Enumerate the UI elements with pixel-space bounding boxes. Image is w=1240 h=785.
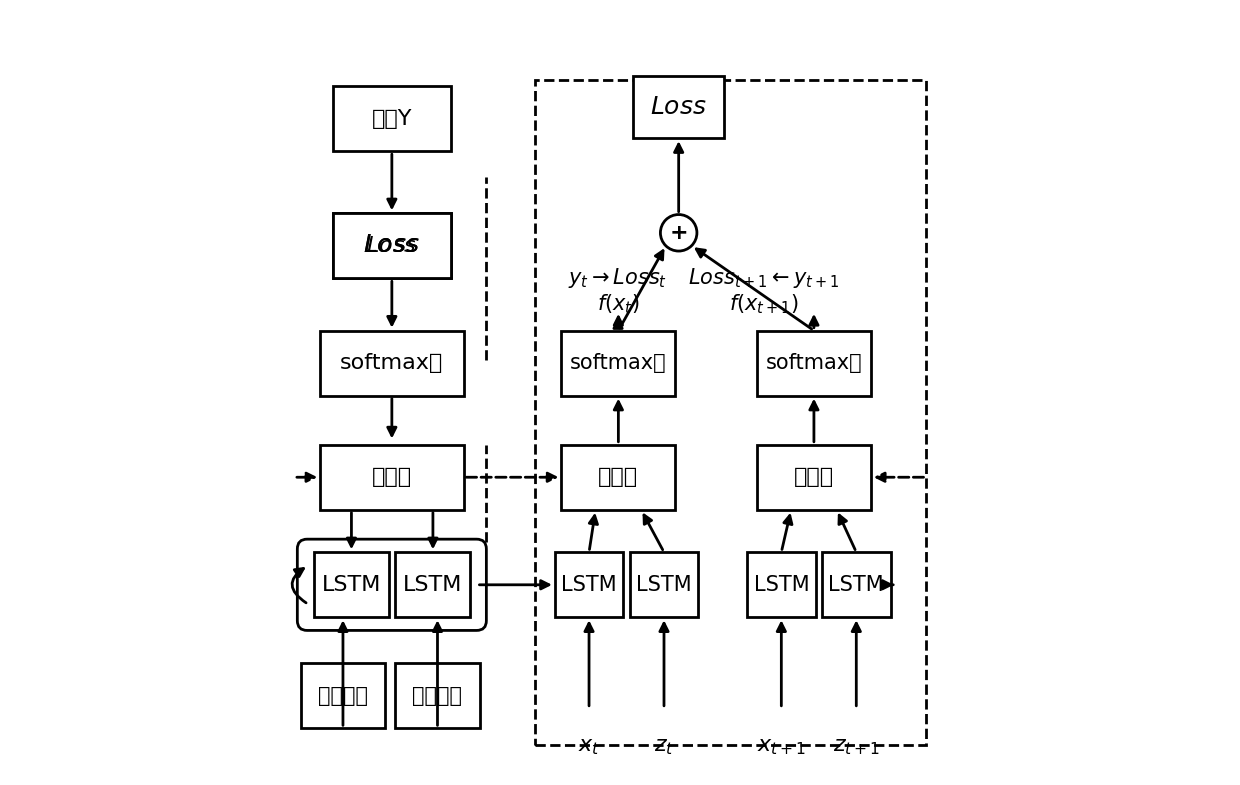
Text: softmax层: softmax层 (340, 353, 444, 373)
Bar (314, 552, 388, 617)
Text: 融合层: 融合层 (599, 467, 639, 487)
Text: softmax层: softmax层 (765, 353, 862, 373)
Text: $Loss$: $Loss$ (363, 235, 420, 257)
Bar (300, 663, 386, 728)
Text: 标签Y: 标签Y (372, 108, 412, 129)
Bar (396, 663, 480, 728)
Text: LSTM: LSTM (321, 575, 381, 595)
Bar (320, 444, 464, 509)
Bar (320, 330, 464, 396)
Text: $z_{t+1}$: $z_{t+1}$ (832, 735, 880, 757)
Bar (334, 86, 450, 152)
Bar (748, 552, 816, 617)
Bar (756, 330, 870, 396)
Text: LSTM: LSTM (636, 575, 692, 595)
Bar (334, 214, 450, 279)
Text: $f(x_{t+1})$: $f(x_{t+1})$ (729, 293, 799, 316)
Bar (554, 552, 624, 617)
Bar (822, 552, 890, 617)
Text: $Loss$: $Loss$ (363, 235, 420, 257)
Text: $x_t$: $x_t$ (578, 735, 600, 757)
FancyBboxPatch shape (298, 539, 486, 630)
Text: $Loss$: $Loss$ (367, 236, 417, 256)
Text: 融合层: 融合层 (794, 467, 835, 487)
Text: $z_t$: $z_t$ (653, 735, 675, 757)
Text: LSTM: LSTM (754, 575, 810, 595)
Text: $y_t \rightarrow Loss_t$: $y_t \rightarrow Loss_t$ (568, 266, 667, 290)
Text: 眼动数据: 眼动数据 (413, 685, 463, 706)
Text: $f(x_t)$: $f(x_t)$ (596, 293, 640, 316)
Text: LSTM: LSTM (828, 575, 884, 595)
Text: 车辆数据: 车辆数据 (317, 685, 368, 706)
Text: $x_{t+1}$: $x_{t+1}$ (756, 735, 806, 757)
Bar (630, 552, 698, 617)
Text: LSTM: LSTM (403, 575, 463, 595)
Bar (536, 79, 926, 744)
Bar (756, 444, 870, 509)
Text: softmax层: softmax层 (570, 353, 667, 373)
Bar (396, 552, 470, 617)
Bar (562, 330, 676, 396)
Text: +: + (670, 223, 688, 243)
Text: $Loss$: $Loss$ (650, 96, 707, 119)
Text: $Loss_{t+1} \leftarrow y_{t+1}$: $Loss_{t+1} \leftarrow y_{t+1}$ (688, 266, 839, 290)
Bar (562, 444, 676, 509)
Text: 融合层: 融合层 (372, 467, 412, 487)
Bar (634, 76, 724, 138)
Bar (334, 214, 450, 279)
Text: LSTM: LSTM (562, 575, 616, 595)
